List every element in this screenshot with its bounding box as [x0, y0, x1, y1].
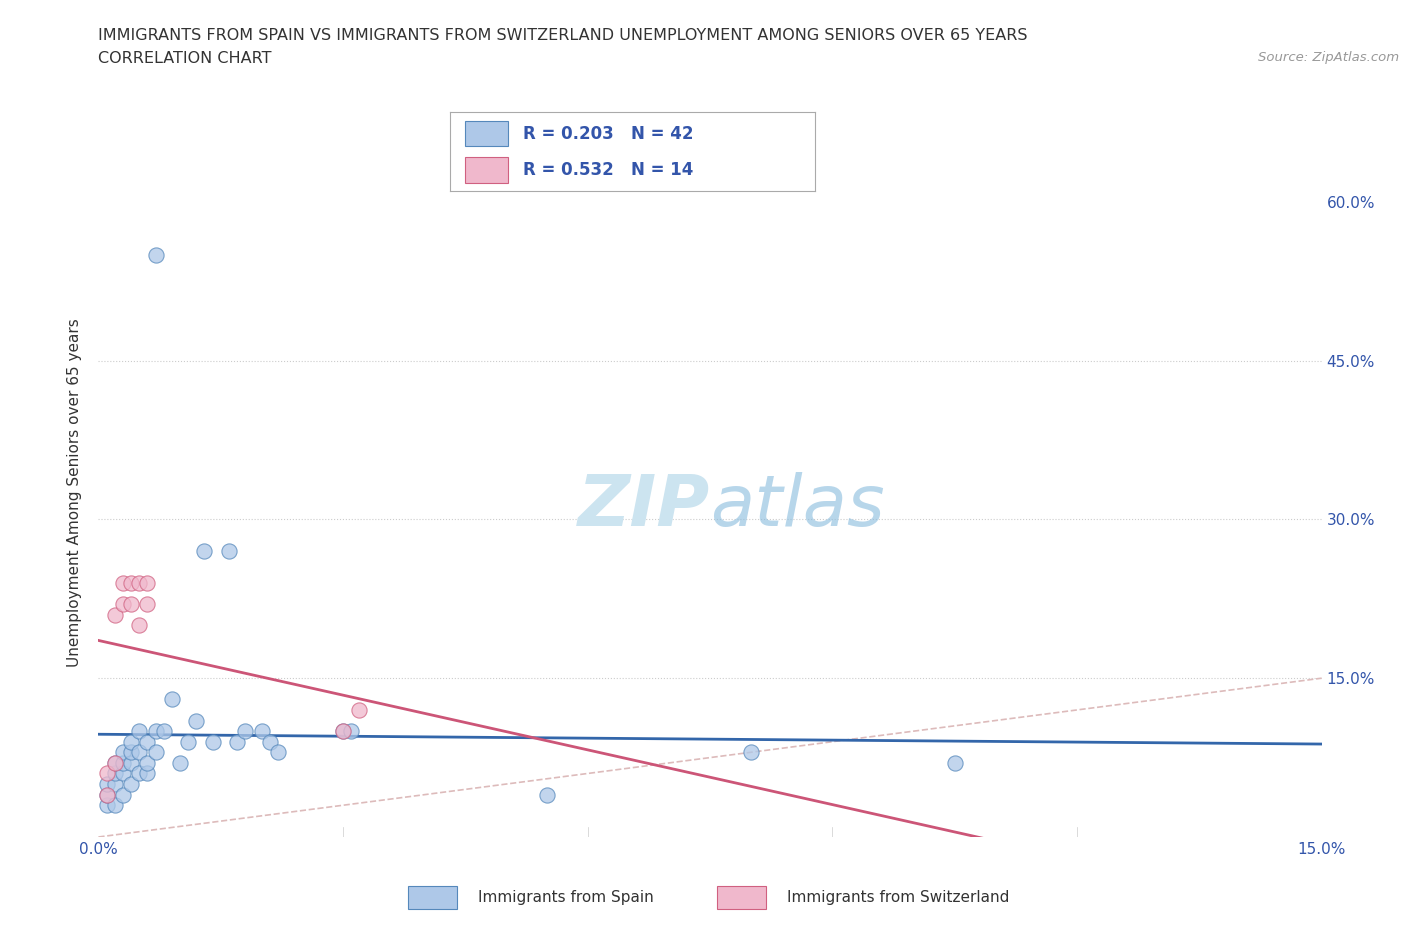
Point [186, 713, 208, 728]
Point [120, 777, 142, 791]
Point [96, 766, 118, 781]
Point [96, 798, 118, 813]
Point [332, 724, 354, 738]
Point [111, 597, 134, 612]
Text: R = 0.532   N = 14: R = 0.532 N = 14 [523, 161, 693, 179]
Point [193, 544, 215, 559]
Point [128, 724, 150, 738]
Point [104, 755, 127, 770]
Point [128, 618, 150, 632]
Point [128, 766, 150, 781]
Point [136, 766, 159, 781]
Point [201, 735, 224, 750]
Point [226, 735, 249, 750]
Point [104, 798, 127, 813]
Text: ZIP: ZIP [578, 472, 710, 541]
Text: atlas: atlas [710, 472, 884, 541]
Point [160, 692, 183, 707]
Point [145, 724, 167, 738]
FancyBboxPatch shape [464, 121, 509, 146]
Point [943, 755, 966, 770]
Point [145, 745, 167, 760]
Point [120, 735, 142, 750]
Text: CORRELATION CHART: CORRELATION CHART [98, 51, 271, 66]
Point [349, 702, 371, 717]
Point [104, 777, 127, 791]
Point [111, 766, 134, 781]
Point [111, 787, 134, 802]
Point [128, 745, 150, 760]
Point [536, 787, 558, 802]
Point [267, 745, 290, 760]
Point [120, 576, 142, 591]
Point [250, 724, 273, 738]
Point [120, 745, 142, 760]
Text: R = 0.203   N = 42: R = 0.203 N = 42 [523, 125, 693, 142]
Point [120, 597, 142, 612]
Text: Immigrants from Switzerland: Immigrants from Switzerland [787, 890, 1010, 905]
Point [177, 735, 200, 750]
Point [96, 787, 118, 802]
Point [340, 724, 363, 738]
Point [128, 576, 150, 591]
FancyBboxPatch shape [717, 885, 766, 910]
Point [136, 735, 159, 750]
Point [740, 745, 762, 760]
Point [104, 755, 127, 770]
Point [104, 766, 127, 781]
Point [104, 607, 127, 622]
FancyBboxPatch shape [408, 885, 457, 910]
Point [96, 777, 118, 791]
Point [111, 755, 134, 770]
Point [259, 735, 281, 750]
Point [218, 544, 240, 559]
Point [136, 755, 159, 770]
Point [233, 724, 256, 738]
Point [136, 576, 159, 591]
Point [145, 247, 167, 262]
Point [111, 745, 134, 760]
Point [136, 597, 159, 612]
Point [152, 724, 174, 738]
Text: Immigrants from Spain: Immigrants from Spain [478, 890, 654, 905]
Y-axis label: Unemployment Among Seniors over 65 years: Unemployment Among Seniors over 65 years [66, 319, 82, 668]
Point [111, 576, 134, 591]
Text: Source: ZipAtlas.com: Source: ZipAtlas.com [1258, 51, 1399, 64]
Point [332, 724, 354, 738]
Text: IMMIGRANTS FROM SPAIN VS IMMIGRANTS FROM SWITZERLAND UNEMPLOYMENT AMONG SENIORS : IMMIGRANTS FROM SPAIN VS IMMIGRANTS FROM… [98, 28, 1028, 43]
Point [96, 787, 118, 802]
FancyBboxPatch shape [464, 157, 509, 182]
Point [169, 755, 191, 770]
Point [120, 755, 142, 770]
